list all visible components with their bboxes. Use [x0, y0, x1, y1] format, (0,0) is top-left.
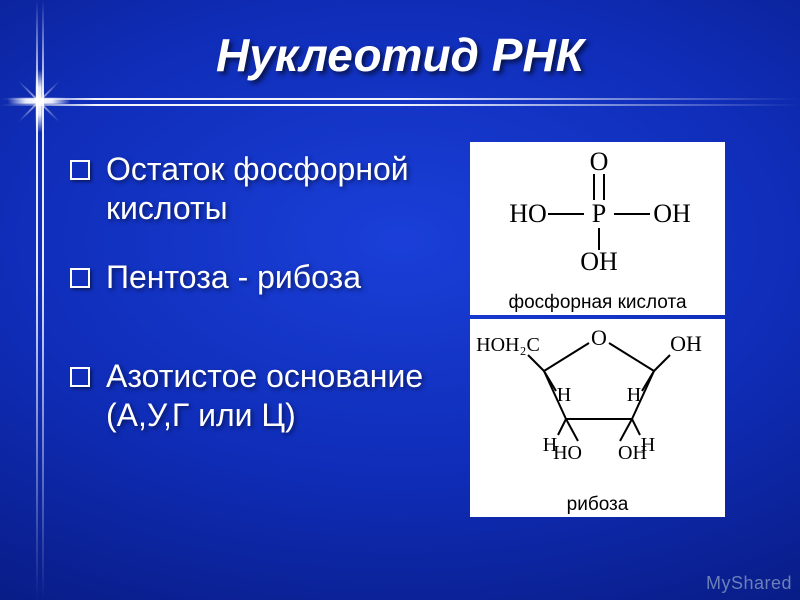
atom-OH-right: OH: [653, 199, 691, 228]
bullet-marker-icon: [70, 160, 90, 180]
ribose-caption: рибоза: [470, 494, 725, 522]
decor-h-line-bottom: [0, 104, 800, 106]
phosphoric-acid-diagram: O P HO OH OH фосфорная кислота: [470, 142, 725, 315]
bullet-marker-icon: [70, 268, 90, 288]
atom-H2: H: [627, 384, 641, 406]
bullet-item: Пентоза - рибоза: [70, 258, 440, 297]
ribose-svg: O HOH₂C OH H H: [470, 319, 725, 489]
bullet-text: Остаток фосфорной кислоты: [106, 150, 440, 228]
atom-O-top: O: [590, 147, 609, 176]
bullet-list: Остаток фосфорной кислоты Пентоза - рибо…: [70, 150, 440, 435]
atom-P: P: [592, 199, 606, 228]
slide-title: Нуклеотид РНК: [0, 28, 800, 82]
bullet-item: Остаток фосфорной кислоты: [70, 150, 440, 228]
ribose-diagram: O HOH₂C OH H H: [470, 319, 725, 517]
diagram-panel: O P HO OH OH фосфорная кислота O: [470, 142, 740, 517]
atom-OH-r: OH: [670, 331, 702, 356]
atom-OH-bl: HO: [553, 442, 582, 464]
atom-OH-left: HO: [509, 199, 547, 228]
bullet-marker-icon: [70, 367, 90, 387]
slide: Нуклеотид РНК Остаток фосфорной кислоты …: [0, 0, 800, 600]
bullet-text: Пентоза - рибоза: [106, 258, 440, 297]
atom-ring-O: O: [591, 325, 607, 350]
watermark: MyShared: [706, 573, 792, 594]
atom-H1: H: [557, 384, 571, 406]
bullet-item: Азотистое основание (А,У,Г или Ц): [70, 357, 440, 435]
atom-CH2OH: HOH₂C: [476, 334, 540, 356]
phosphoric-svg: O P HO OH OH: [470, 142, 725, 287]
decor-v-line-right: [42, 0, 44, 600]
atom-OH-br: OH: [618, 442, 647, 464]
decor-h-line-top: [0, 98, 800, 100]
atom-OH-bottom: OH: [580, 247, 618, 276]
phosphoric-caption: фосфорная кислота: [470, 292, 725, 320]
bullet-text: Азотистое основание (А,У,Г или Ц): [106, 357, 440, 435]
